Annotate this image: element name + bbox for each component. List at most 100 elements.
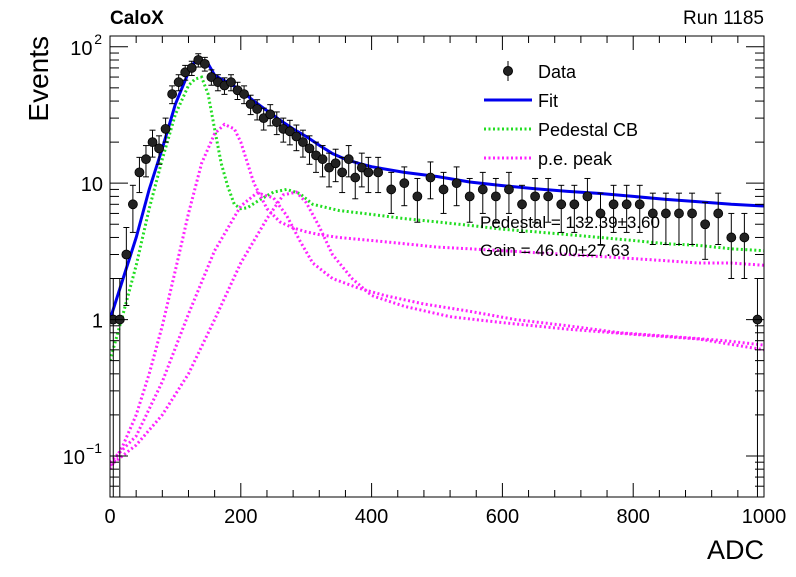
data-point <box>226 77 236 88</box>
y-tick-exponent: 2 <box>94 31 102 47</box>
data-point <box>317 154 328 165</box>
legend-label: Fit <box>538 91 558 111</box>
data-point <box>186 63 197 73</box>
legend: Data Fit Pedestal CB p.e. peak <box>484 61 638 169</box>
data-point <box>543 191 554 202</box>
data-point <box>504 184 514 195</box>
series-fit-line <box>110 58 764 321</box>
data-point <box>608 199 619 210</box>
data-point <box>134 167 145 178</box>
y-tick-label: 10 <box>81 174 103 196</box>
data-point <box>582 191 593 202</box>
data-point <box>298 137 308 148</box>
data-point <box>199 58 210 69</box>
data-point <box>687 208 697 219</box>
data-point <box>154 143 164 154</box>
data-point <box>265 109 276 120</box>
data-point <box>477 184 488 195</box>
data-point <box>363 167 374 178</box>
legend-swatch-marker <box>503 66 513 76</box>
pedestal-annotation: Pedestal = 132.39±3.60 <box>480 213 660 232</box>
plot-frame <box>109 35 765 498</box>
data-point <box>304 143 315 154</box>
data-point <box>490 191 501 202</box>
data-point <box>343 154 354 165</box>
data-point <box>252 104 263 114</box>
data-point <box>206 72 217 82</box>
data-point <box>284 126 295 137</box>
data-point <box>412 191 423 202</box>
data-point <box>451 178 462 189</box>
data-point <box>713 208 724 219</box>
data-point <box>634 199 645 210</box>
data-point <box>595 208 606 219</box>
data-point <box>399 178 410 189</box>
legend-label: Data <box>538 62 577 82</box>
data-point <box>700 219 711 230</box>
series-layer <box>110 53 764 497</box>
y-tick-label: 210 <box>70 31 102 60</box>
data-point <box>239 89 249 99</box>
series-pedestal-cb-line <box>110 75 764 362</box>
x-axis-label: ADC <box>707 535 764 565</box>
data-point <box>647 208 658 219</box>
series-p-e-peak-2-line <box>110 191 764 464</box>
legend-item-data: Data <box>503 61 577 82</box>
data-point <box>386 184 397 195</box>
x-tick-label: 400 <box>355 506 388 528</box>
legend-item-pedestal-cb: Pedestal CB <box>484 120 638 140</box>
x-tick-label: 600 <box>486 506 519 528</box>
data-point <box>661 208 671 219</box>
data-point <box>271 117 282 128</box>
data-point <box>438 184 449 195</box>
data-point <box>739 232 750 243</box>
series-p-e-peak-3-line <box>110 190 764 467</box>
axes-frame <box>109 35 765 498</box>
data-point <box>674 208 684 219</box>
y-tick-label: 1 <box>92 311 103 333</box>
data-point <box>245 99 256 110</box>
data-point <box>121 249 132 260</box>
data-point <box>530 191 540 202</box>
chart-title: CaloX <box>110 8 164 29</box>
legend-item-fit: Fit <box>484 91 558 111</box>
y-tick-base: 10 <box>70 38 92 60</box>
legend-item-p-e-peak: p.e. peak <box>484 149 613 169</box>
y-tick-base: 10 <box>81 174 103 196</box>
x-tick-label: 800 <box>617 506 650 528</box>
legend-label: Pedestal CB <box>538 120 638 140</box>
y-tick-label: −110 <box>63 440 102 469</box>
data-point <box>621 199 632 210</box>
data-point <box>350 172 361 183</box>
data-point <box>373 167 384 178</box>
run-label: Run 1185 <box>683 8 764 29</box>
data-point <box>356 162 367 173</box>
legend-label: p.e. peak <box>538 149 613 169</box>
x-tick-label: 1000 <box>742 506 787 528</box>
data-point <box>147 137 158 148</box>
data-point <box>291 131 302 142</box>
y-tick-base: 10 <box>63 447 85 469</box>
data-point <box>141 154 151 165</box>
gain-annotation: Gain = 46.00±27.63 <box>480 241 630 260</box>
data-point <box>330 158 341 169</box>
data-point <box>464 191 475 202</box>
y-tick-exponent: −1 <box>86 440 102 456</box>
data-point <box>173 77 184 88</box>
data-point <box>160 124 171 134</box>
data-point <box>167 89 178 99</box>
x-tick-label: 0 <box>104 506 115 528</box>
data-point <box>127 199 138 210</box>
data-point <box>726 232 737 243</box>
y-tick-base: 1 <box>92 311 103 333</box>
series-data <box>110 53 763 497</box>
x-tick-label: 200 <box>224 506 257 528</box>
data-point <box>556 199 567 210</box>
data-point <box>425 172 436 183</box>
data-point <box>569 199 580 210</box>
data-point <box>517 199 527 210</box>
